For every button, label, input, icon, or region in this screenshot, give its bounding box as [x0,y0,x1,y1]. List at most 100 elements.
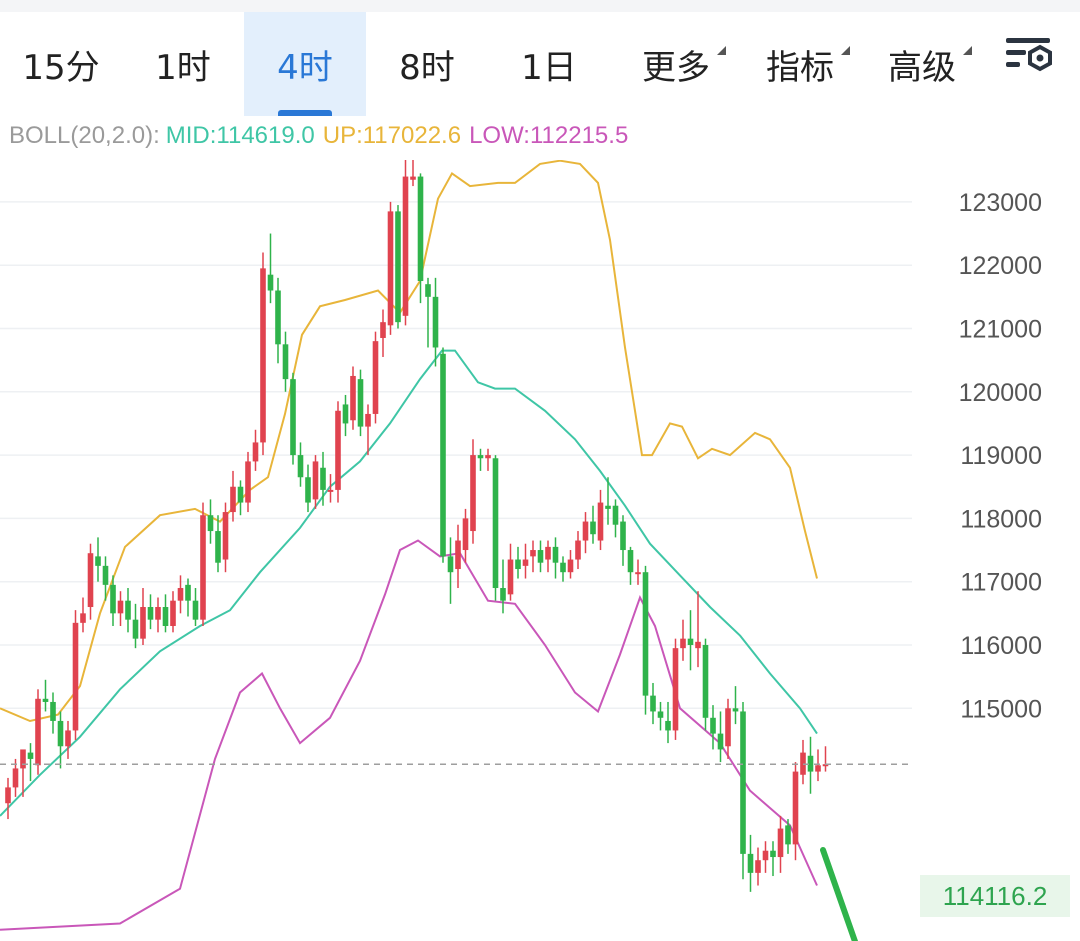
boll-mid-value: MID:114619.0 [165,122,315,149]
tab-label: 更多 [642,47,710,88]
tab-advanced[interactable]: 高级 [866,12,978,116]
candle-down [717,733,724,750]
bollinger-bands [0,160,818,931]
candle-down [342,404,349,424]
chart-settings-icon[interactable] [1000,30,1060,90]
candle-down [732,708,739,712]
candle-up [792,771,799,845]
candle-down [125,600,131,620]
candle-up [402,176,409,316]
y-tick-label: 116000 [960,632,1042,660]
y-tick-label: 122000 [959,252,1042,280]
boll-indicator-name: BOLL(20,2.0): [9,122,160,149]
tab-1d[interactable]: 1日 [488,12,610,116]
candle-up [312,461,319,500]
candle-up [777,828,784,858]
candle-up [80,613,86,623]
candle-down [642,572,649,696]
tab-label: 1时 [155,47,211,88]
candle-down [552,546,559,563]
candle-up [327,489,334,492]
status-strip [0,0,1080,12]
candle-up [597,502,604,541]
candle-down [95,556,101,566]
candle-down [747,853,754,873]
candle-down [110,584,116,614]
y-tick-label: 123000 [959,189,1042,217]
candle-up [455,540,461,570]
candle-down [290,379,296,456]
candle-down [320,467,326,490]
candle-up [177,588,184,601]
candle-down [440,353,446,557]
candle-down [132,619,139,639]
tab-15m[interactable]: 15分 [0,12,122,116]
candle-up [815,765,821,772]
candle-up [680,638,686,649]
upper-band-line [0,160,818,723]
candle-up [635,572,641,575]
candle-up [725,708,731,747]
candle-down [605,505,611,509]
candle-up [567,559,574,573]
candle-up [582,521,589,541]
tab-4h[interactable]: 4时 [244,12,366,116]
dropdown-corner-icon [717,45,726,55]
candle-down [740,711,746,854]
tab-label: 1日 [521,47,577,88]
y-tick-label: 121000 [959,315,1042,343]
y-tick-label: 115000 [960,695,1042,723]
candle-up [822,764,829,767]
tab-label: 8时 [399,47,455,88]
candlestick-chart[interactable]: 1240001230001220001210001200001190001180… [0,160,1080,941]
candle-up [87,553,94,608]
candle-down [50,701,56,721]
candle-up [462,518,469,551]
trend-arrow-line [820,847,859,941]
candle-down [215,531,221,563]
candle-down [357,379,364,427]
candle-down [57,720,64,747]
candle-up [20,749,26,769]
candle-down [425,284,431,297]
candle-down [162,607,169,626]
candle-down [42,698,49,702]
candle-up [372,341,379,414]
candle-up [755,860,761,873]
candle-down [770,850,776,858]
candle-up [245,461,251,503]
candle-down [492,458,499,589]
candle-down [687,638,694,645]
mid-band-line [0,349,818,817]
tab-more[interactable]: 更多 [620,12,732,116]
last-price-tag: 114116.2 [920,875,1070,917]
tab-label: 高级 [888,47,956,88]
y-tick-label: 119000 [960,442,1042,470]
candle-down [102,565,109,585]
candle-up [545,546,551,560]
candle-down [192,600,199,620]
candle-down [515,559,521,570]
candle-up [260,268,266,443]
candle-down [785,825,791,845]
candle-up [65,730,71,747]
candle-up [117,600,124,614]
timeframe-tab-bar: 15分 1时 4时 8时 1日 更多 指标 高级 [0,12,1080,116]
candle-up [155,607,161,620]
candle-down [417,176,424,282]
tab-8h[interactable]: 8时 [366,12,488,116]
boll-legend: BOLL(20,2.0): MID:114619.0 UP:117022.6 L… [9,118,628,154]
boll-low-value: LOW:112215.5 [469,122,629,149]
candle-up [530,550,536,557]
y-tick-label: 117000 [960,569,1042,597]
candle-up [387,211,394,326]
candle-up [350,375,356,421]
candle-down [702,644,709,718]
chart-annotations: 124545.6 [0,763,912,941]
candle-down [620,521,626,551]
candle-up [230,486,236,513]
candle-down [500,588,506,601]
tab-indicators[interactable]: 指标 [744,12,856,116]
candle-up [762,850,769,861]
tab-1h[interactable]: 1时 [122,12,244,116]
